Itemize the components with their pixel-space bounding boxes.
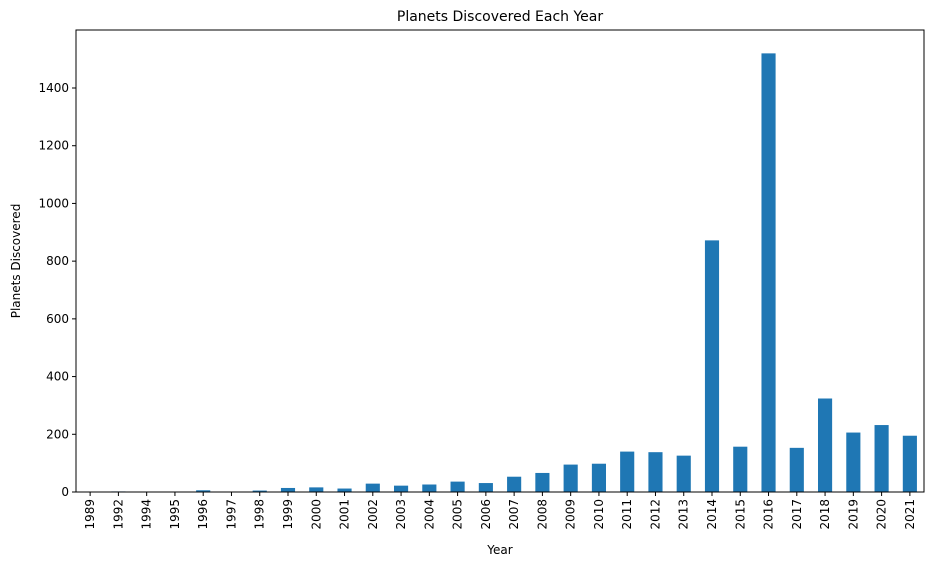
bar-2007 (507, 476, 522, 492)
bar-1998 (252, 490, 267, 492)
bar-2011 (620, 451, 635, 492)
bar-1996 (196, 490, 211, 492)
bar-2017 (789, 447, 804, 492)
x-tick-label: 2017 (790, 499, 804, 530)
y-tick-label: 1400 (38, 81, 69, 95)
x-tick-label: 2020 (875, 499, 889, 530)
y-tick-label: 0 (61, 485, 69, 499)
x-tick-label: 2019 (846, 499, 860, 530)
x-tick-label: 2010 (592, 499, 606, 530)
bar-2016 (761, 53, 776, 493)
x-tick-label: 2000 (309, 499, 323, 530)
x-tick-label: 2015 (733, 499, 747, 530)
bars-group (83, 53, 917, 493)
x-tick-label: 2008 (535, 499, 549, 530)
y-tick-label: 1000 (38, 196, 69, 210)
y-tick-label: 400 (46, 370, 69, 384)
x-tick-label: 1998 (253, 499, 267, 530)
x-tick-label: 2012 (648, 499, 662, 530)
x-tick-label: 1997 (224, 499, 238, 530)
x-tick-label: 1994 (140, 499, 154, 530)
bar-2002 (365, 483, 380, 492)
bar-2013 (676, 455, 691, 492)
x-axis-ticks: 1989 1992 1994 1995 1996 1997 1998 1999 2000 2001… (83, 492, 917, 530)
x-tick-label: 2011 (620, 499, 634, 530)
y-axis-ticks: 0 200 400 600 800 1000 1200 1400 (38, 81, 76, 499)
x-tick-label: 2007 (507, 499, 521, 530)
x-tick-label: 1995 (168, 499, 182, 530)
x-tick-label: 2002 (366, 499, 380, 530)
bar-2012 (648, 452, 663, 492)
y-tick-label: 1200 (38, 139, 69, 153)
x-tick-label: 2001 (338, 499, 352, 530)
bar-2009 (563, 464, 578, 492)
bar-2021 (902, 435, 917, 492)
x-tick-label: 1989 (83, 499, 97, 530)
bar-2014 (704, 240, 720, 492)
bar-2006 (478, 483, 493, 492)
y-axis-label: Planets Discovered (9, 204, 23, 319)
x-tick-label: 2016 (762, 499, 776, 530)
plot-frame (75, 29, 925, 493)
y-tick-label: 800 (46, 254, 69, 268)
x-tick-label: 2021 (903, 499, 917, 530)
y-tick-label: 600 (46, 312, 69, 326)
x-tick-label: 1992 (111, 499, 125, 530)
bar-2015 (733, 446, 748, 492)
x-tick-label: 2014 (705, 499, 719, 530)
x-tick-label: 2018 (818, 499, 832, 530)
bar-1999 (280, 487, 296, 492)
x-tick-label: 1996 (196, 499, 210, 530)
bar-2003 (394, 485, 409, 492)
bar-2008 (535, 472, 550, 492)
x-tick-label: 2013 (677, 499, 691, 530)
x-tick-label: 1999 (281, 499, 295, 530)
x-tick-label: 2003 (394, 499, 408, 530)
x-tick-label: 2006 (479, 499, 493, 530)
bar-2001 (337, 488, 352, 492)
bar-2020 (874, 425, 889, 492)
x-tick-label: 2005 (451, 499, 465, 530)
x-tick-label: 2004 (422, 499, 436, 530)
bar-2000 (309, 487, 324, 492)
bar-2005 (450, 481, 465, 492)
bar-2019 (846, 432, 861, 492)
bar-2018 (818, 398, 833, 492)
bar-2004 (422, 484, 437, 492)
x-tick-label: 2009 (564, 499, 578, 530)
x-axis-label: Year (486, 543, 512, 557)
chart-title: Planets Discovered Each Year (397, 9, 603, 25)
y-tick-label: 200 (46, 427, 69, 441)
bar-2010 (591, 463, 606, 492)
